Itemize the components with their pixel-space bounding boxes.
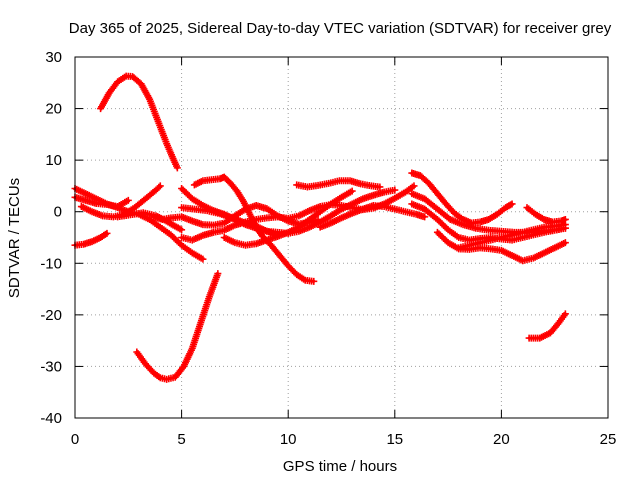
series-markers — [133, 270, 222, 383]
x-tick-label: 0 — [71, 431, 79, 448]
x-tick-label: 25 — [600, 431, 617, 448]
data-series-track-05 — [71, 193, 132, 211]
grid — [75, 57, 608, 418]
y-tick-label: 10 — [45, 152, 62, 169]
y-tick-label: -20 — [40, 307, 62, 324]
x-tick-label: 15 — [386, 431, 403, 448]
data-series-track-14 — [293, 177, 384, 191]
data-series-track-16 — [408, 169, 516, 227]
series-markers — [293, 177, 384, 191]
x-tick-label: 20 — [493, 431, 510, 448]
data-series-track-02 — [133, 270, 222, 383]
data-series-track-01 — [97, 72, 181, 172]
y-tick-label: 0 — [54, 204, 62, 221]
series-markers — [316, 202, 429, 231]
series-markers — [408, 169, 516, 227]
series-markers — [220, 187, 356, 249]
y-tick-label: -40 — [40, 410, 62, 427]
data-series-track-20 — [455, 221, 569, 252]
plot-frame — [74, 56, 609, 419]
y-tick-label: 30 — [45, 49, 62, 66]
data-series-track-15 — [316, 202, 429, 231]
y-axis-label: SDTVAR / TECUs — [6, 178, 23, 298]
data-series-track-21 — [523, 204, 569, 226]
y-tick-label: -10 — [40, 255, 62, 272]
series-markers — [525, 310, 569, 342]
axis-ticks: 0 5 10 15 20 25 -40 -30 -20 -10 0 10 20 30 — [40, 49, 616, 448]
data-series-track-22 — [525, 310, 569, 342]
series-markers — [190, 173, 318, 285]
x-tick-label: 10 — [280, 431, 297, 448]
plot-area — [71, 72, 569, 383]
series-markers — [455, 221, 569, 252]
y-tick-label: 20 — [45, 101, 62, 118]
series-markers — [97, 72, 181, 172]
data-series-track-13 — [220, 187, 356, 249]
data-series-track-12 — [190, 173, 318, 285]
x-tick-label: 5 — [177, 431, 185, 448]
series-markers — [523, 204, 569, 226]
y-tick-label: -30 — [40, 358, 62, 375]
x-axis-label: GPS time / hours — [283, 458, 397, 475]
chart-title: Day 365 of 2025, Sidereal Day-to-day VTE… — [69, 20, 612, 37]
